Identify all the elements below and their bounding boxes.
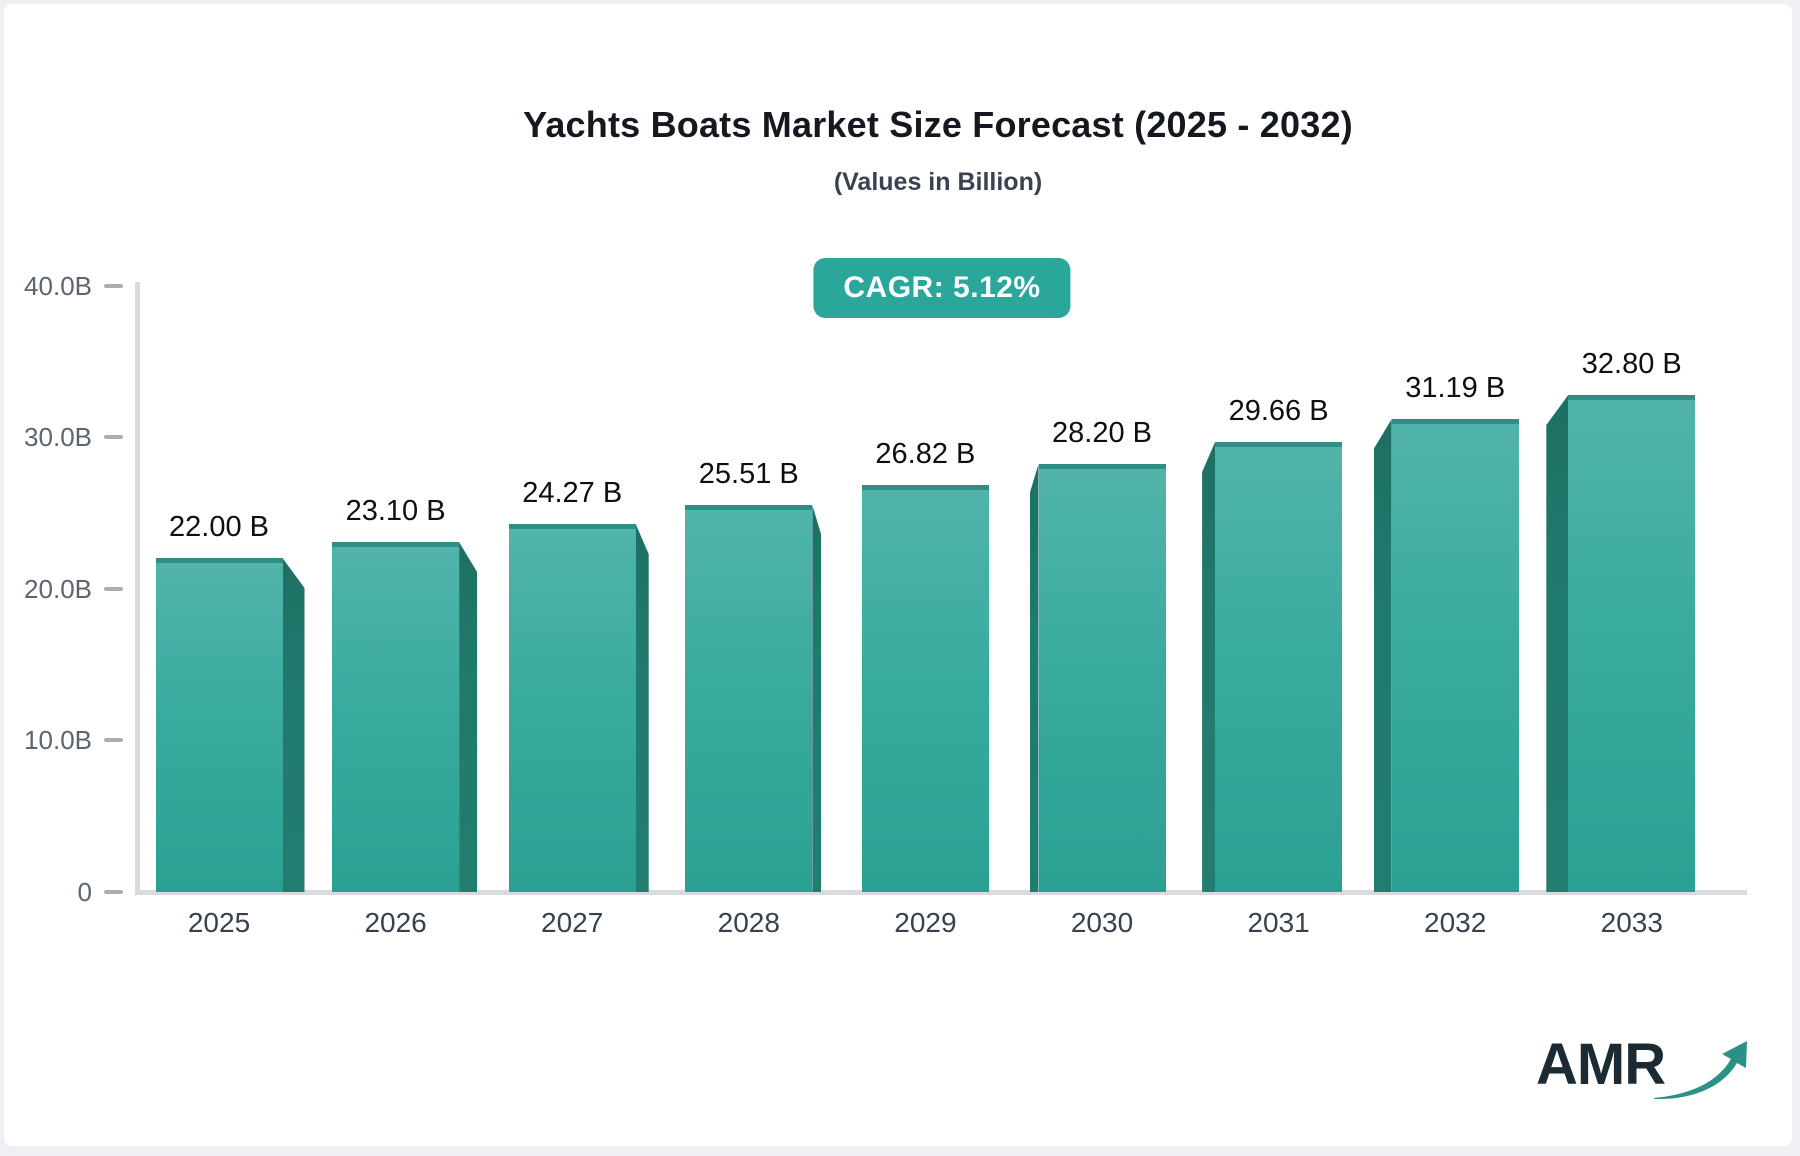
growth-arrow-icon — [1653, 1038, 1753, 1107]
y-tick-label-0: 0 — [77, 877, 92, 907]
bar-front-2026 — [332, 542, 460, 892]
x-tick-label-2029: 2029 — [894, 907, 957, 938]
y-tick-dash — [104, 586, 123, 591]
chart-title: Yachts Boats Market Size Forecast (2025 … — [523, 104, 1353, 145]
y-tick-dash — [104, 283, 123, 288]
bar-side-2032 — [1373, 419, 1392, 892]
bar-side-2025 — [282, 558, 305, 892]
y-tick-dash — [104, 890, 123, 894]
x-tick-label-2030: 2030 — [1070, 907, 1134, 938]
x-tick-label-2032: 2032 — [1424, 907, 1487, 938]
x-tick-label-2025: 2025 — [187, 907, 251, 938]
bar-value-label-2032: 31.19 B — [1405, 372, 1506, 404]
x-axis-line — [135, 890, 1747, 895]
y-tick-label-40.0B: 40.0B — [24, 270, 92, 301]
bar-front-2028 — [685, 505, 813, 892]
bar-front-2027 — [508, 524, 636, 892]
bar-value-label-2031: 29.66 B — [1228, 395, 1329, 427]
y-tick-label-10.0B: 10.0B — [24, 725, 92, 756]
bar-value-label-2026: 23.10 B — [345, 495, 446, 527]
bar-side-2027 — [635, 524, 649, 892]
bar-front-2031 — [1215, 442, 1343, 892]
bar-side-2033 — [1546, 395, 1569, 892]
bar-front-2032 — [1391, 419, 1519, 892]
y-axis-line — [135, 282, 140, 892]
y-tick-dash — [104, 435, 123, 440]
bar-side-2030 — [1029, 464, 1039, 892]
bar-value-label-2029: 26.82 B — [875, 438, 976, 470]
bar-value-label-2028: 25.51 B — [698, 458, 799, 490]
amr-logo: AMR — [1536, 1036, 1753, 1107]
bar-front-2029 — [861, 485, 989, 892]
bar-value-label-2027: 24.27 B — [522, 477, 623, 509]
bar-side-2026 — [459, 542, 478, 892]
y-tick-label-30.0B: 30.0B — [24, 422, 92, 453]
bar-chart-plot-area: 0 10.0B 20.0B 30.0B 40.0B 22.00 B 2025 23.10 B 2… — [4, 4, 1792, 1146]
bar-side-2028 — [812, 505, 822, 892]
chart-subtitle: (Values in Billion) — [833, 168, 1043, 196]
cagr-badge: CAGR: 5.12% — [813, 258, 1071, 318]
bar-side-2031 — [1202, 442, 1216, 892]
amr-logo-text: AMR — [1536, 1032, 1666, 1097]
x-tick-label-2033: 2033 — [1600, 907, 1663, 938]
x-tick-label-2027: 2027 — [541, 907, 604, 938]
y-tick-dash — [104, 738, 123, 743]
bar-value-label-2025: 22.00 B — [169, 511, 269, 543]
x-tick-label-2031: 2031 — [1247, 907, 1310, 938]
bar-front-2033 — [1568, 395, 1696, 892]
x-tick-label-2028: 2028 — [717, 907, 780, 938]
chart-card: Yachts Boats Market Size Forecast (2025 … — [4, 4, 1792, 1146]
bar-value-label-2030: 28.20 B — [1052, 417, 1152, 449]
x-tick-label-2026: 2026 — [364, 907, 427, 938]
y-tick-label-20.0B: 20.0B — [24, 573, 92, 604]
bar-front-2025 — [155, 558, 283, 892]
bar-front-2030 — [1038, 464, 1166, 892]
bar-value-label-2033: 32.80 B — [1581, 348, 1682, 380]
